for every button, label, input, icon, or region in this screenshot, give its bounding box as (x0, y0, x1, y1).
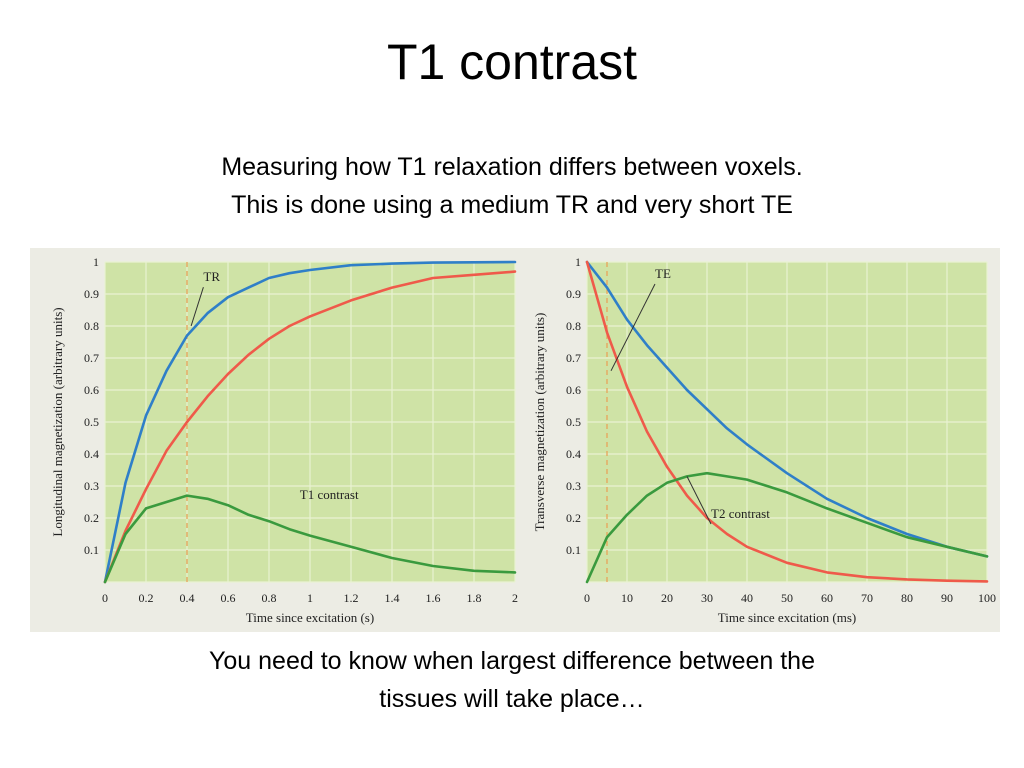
footer-line-2: tissues will take place… (379, 685, 645, 713)
chart-2-annotation-leader (610, 283, 656, 372)
chart-1-y-tick-label: 0.8 (84, 319, 99, 333)
chart-1-x-tick-label: 0.2 (139, 591, 154, 605)
chart-1-y-tick-label: 0.3 (84, 479, 99, 493)
chart-2-x-tick-label: 50 (781, 591, 793, 605)
chart-1-annotation-leader (190, 287, 204, 327)
chart-2-y-tick-label: 0.1 (566, 543, 581, 557)
chart-1-series-blue-line (103, 260, 517, 584)
chart-1-x-tick-label: 1.6 (426, 591, 441, 605)
chart-2-x-tick-label: 80 (901, 591, 913, 605)
chart-2-annotation-1: TE (655, 266, 671, 281)
chart-2-x-tick-label: 20 (661, 591, 673, 605)
chart-1-series-green-line (103, 494, 517, 584)
chart-1-x-tick-label: 0.6 (221, 591, 236, 605)
chart-2-x-tick-label: 40 (741, 591, 753, 605)
chart-1-y-tick-label: 0.7 (84, 351, 99, 365)
chart-1-y-tick-label: 0.2 (84, 511, 99, 525)
chart-2-y-tick-label: 0.8 (566, 319, 581, 333)
chart-1-y-tick-label: 0.9 (84, 287, 99, 301)
chart-2-y-tick-label: 0.9 (566, 287, 581, 301)
chart-2-x-tick-label: 70 (861, 591, 873, 605)
subtitle-line-2: This is done using a medium TR and very … (231, 191, 793, 219)
chart-1-y-axis-label: Longitudinal magnetization (arbitrary un… (50, 307, 65, 536)
chart-1-x-axis-label: Time since excitation (s) (246, 610, 374, 625)
chart-2-x-tick-label: 0 (584, 591, 590, 605)
charts-svg: 0 0.2 0.4 0.6 0.8 1 1.2 1.4 1.6 1.8 2 0.1 0.2 0.3 0.4 0… (50, 255, 996, 625)
chart-2-y-axis-label: Transverse magnetization (arbitrary unit… (532, 313, 547, 532)
chart-1-annotation-2: T1 contrast (300, 487, 359, 502)
chart-1-x-tick-label: 0.8 (262, 591, 277, 605)
footer-line-1: You need to know when largest difference… (209, 647, 815, 675)
chart-1-y-tick-label: 1 (93, 255, 99, 269)
chart-1-x-tick-label: 1 (307, 591, 313, 605)
chart-1-x-tick-label: 1.4 (385, 591, 400, 605)
chart-2-x-tick-label: 30 (701, 591, 713, 605)
slide-title: T1 contrast (386, 34, 638, 90)
subtitle: Measuring how T1 relaxation differs betw… (0, 148, 1024, 224)
chart-2-annotation-2: T2 contrast (711, 506, 770, 521)
chart-1-x-tick-label: 1.8 (467, 591, 482, 605)
chart-2-x-tick-label: 10 (621, 591, 633, 605)
chart-2-y-tick-label: 0.7 (566, 351, 581, 365)
chart-1-y-tick-label: 0.4 (84, 447, 99, 461)
chart-1-y-tick-label: 0.5 (84, 415, 99, 429)
chart-2-x-axis-label: Time since excitation (ms) (718, 610, 857, 625)
chart-2-y-tick-label: 0.6 (566, 383, 581, 397)
chart-2-y-tick-label: 0.3 (566, 479, 581, 493)
chart-2-series-blue-line (585, 260, 989, 558)
chart-2-y-tick-label: 0.5 (566, 415, 581, 429)
chart-1-annotation-1: TR (203, 269, 220, 284)
chart-2-x-tick-label: 90 (941, 591, 953, 605)
chart-2-x-tick-label: 60 (821, 591, 833, 605)
chart-1-x-tick-label: 0 (102, 591, 108, 605)
chart-1-x-tick-label: 2 (512, 591, 518, 605)
chart-2-y-tick-label: 0.2 (566, 511, 581, 525)
chart-2-series-green-line (585, 471, 989, 584)
figure-panel: 0 0.2 0.4 0.6 0.8 1 1.2 1.4 1.6 1.8 2 0.1 0.2 0.3 0.4 0… (30, 248, 1000, 632)
chart-1-y-tick-label: 0.1 (84, 543, 99, 557)
chart-1-x-tick-label: 1.2 (344, 591, 359, 605)
chart-2-y-tick-label: 0.4 (566, 447, 581, 461)
chart-2-x-tick-label: 100 (978, 591, 996, 605)
chart-2-annotation-leader (686, 476, 712, 525)
chart-1-x-tick-label: 0.4 (180, 591, 195, 605)
chart-1-y-tick-label: 0.6 (84, 383, 99, 397)
chart-2-y-tick-label: 1 (575, 255, 581, 269)
subtitle-line-1: Measuring how T1 relaxation differs betw… (221, 153, 803, 181)
chart-1-series-red-line (103, 270, 517, 584)
footer-text: You need to know when largest difference… (0, 642, 1024, 718)
